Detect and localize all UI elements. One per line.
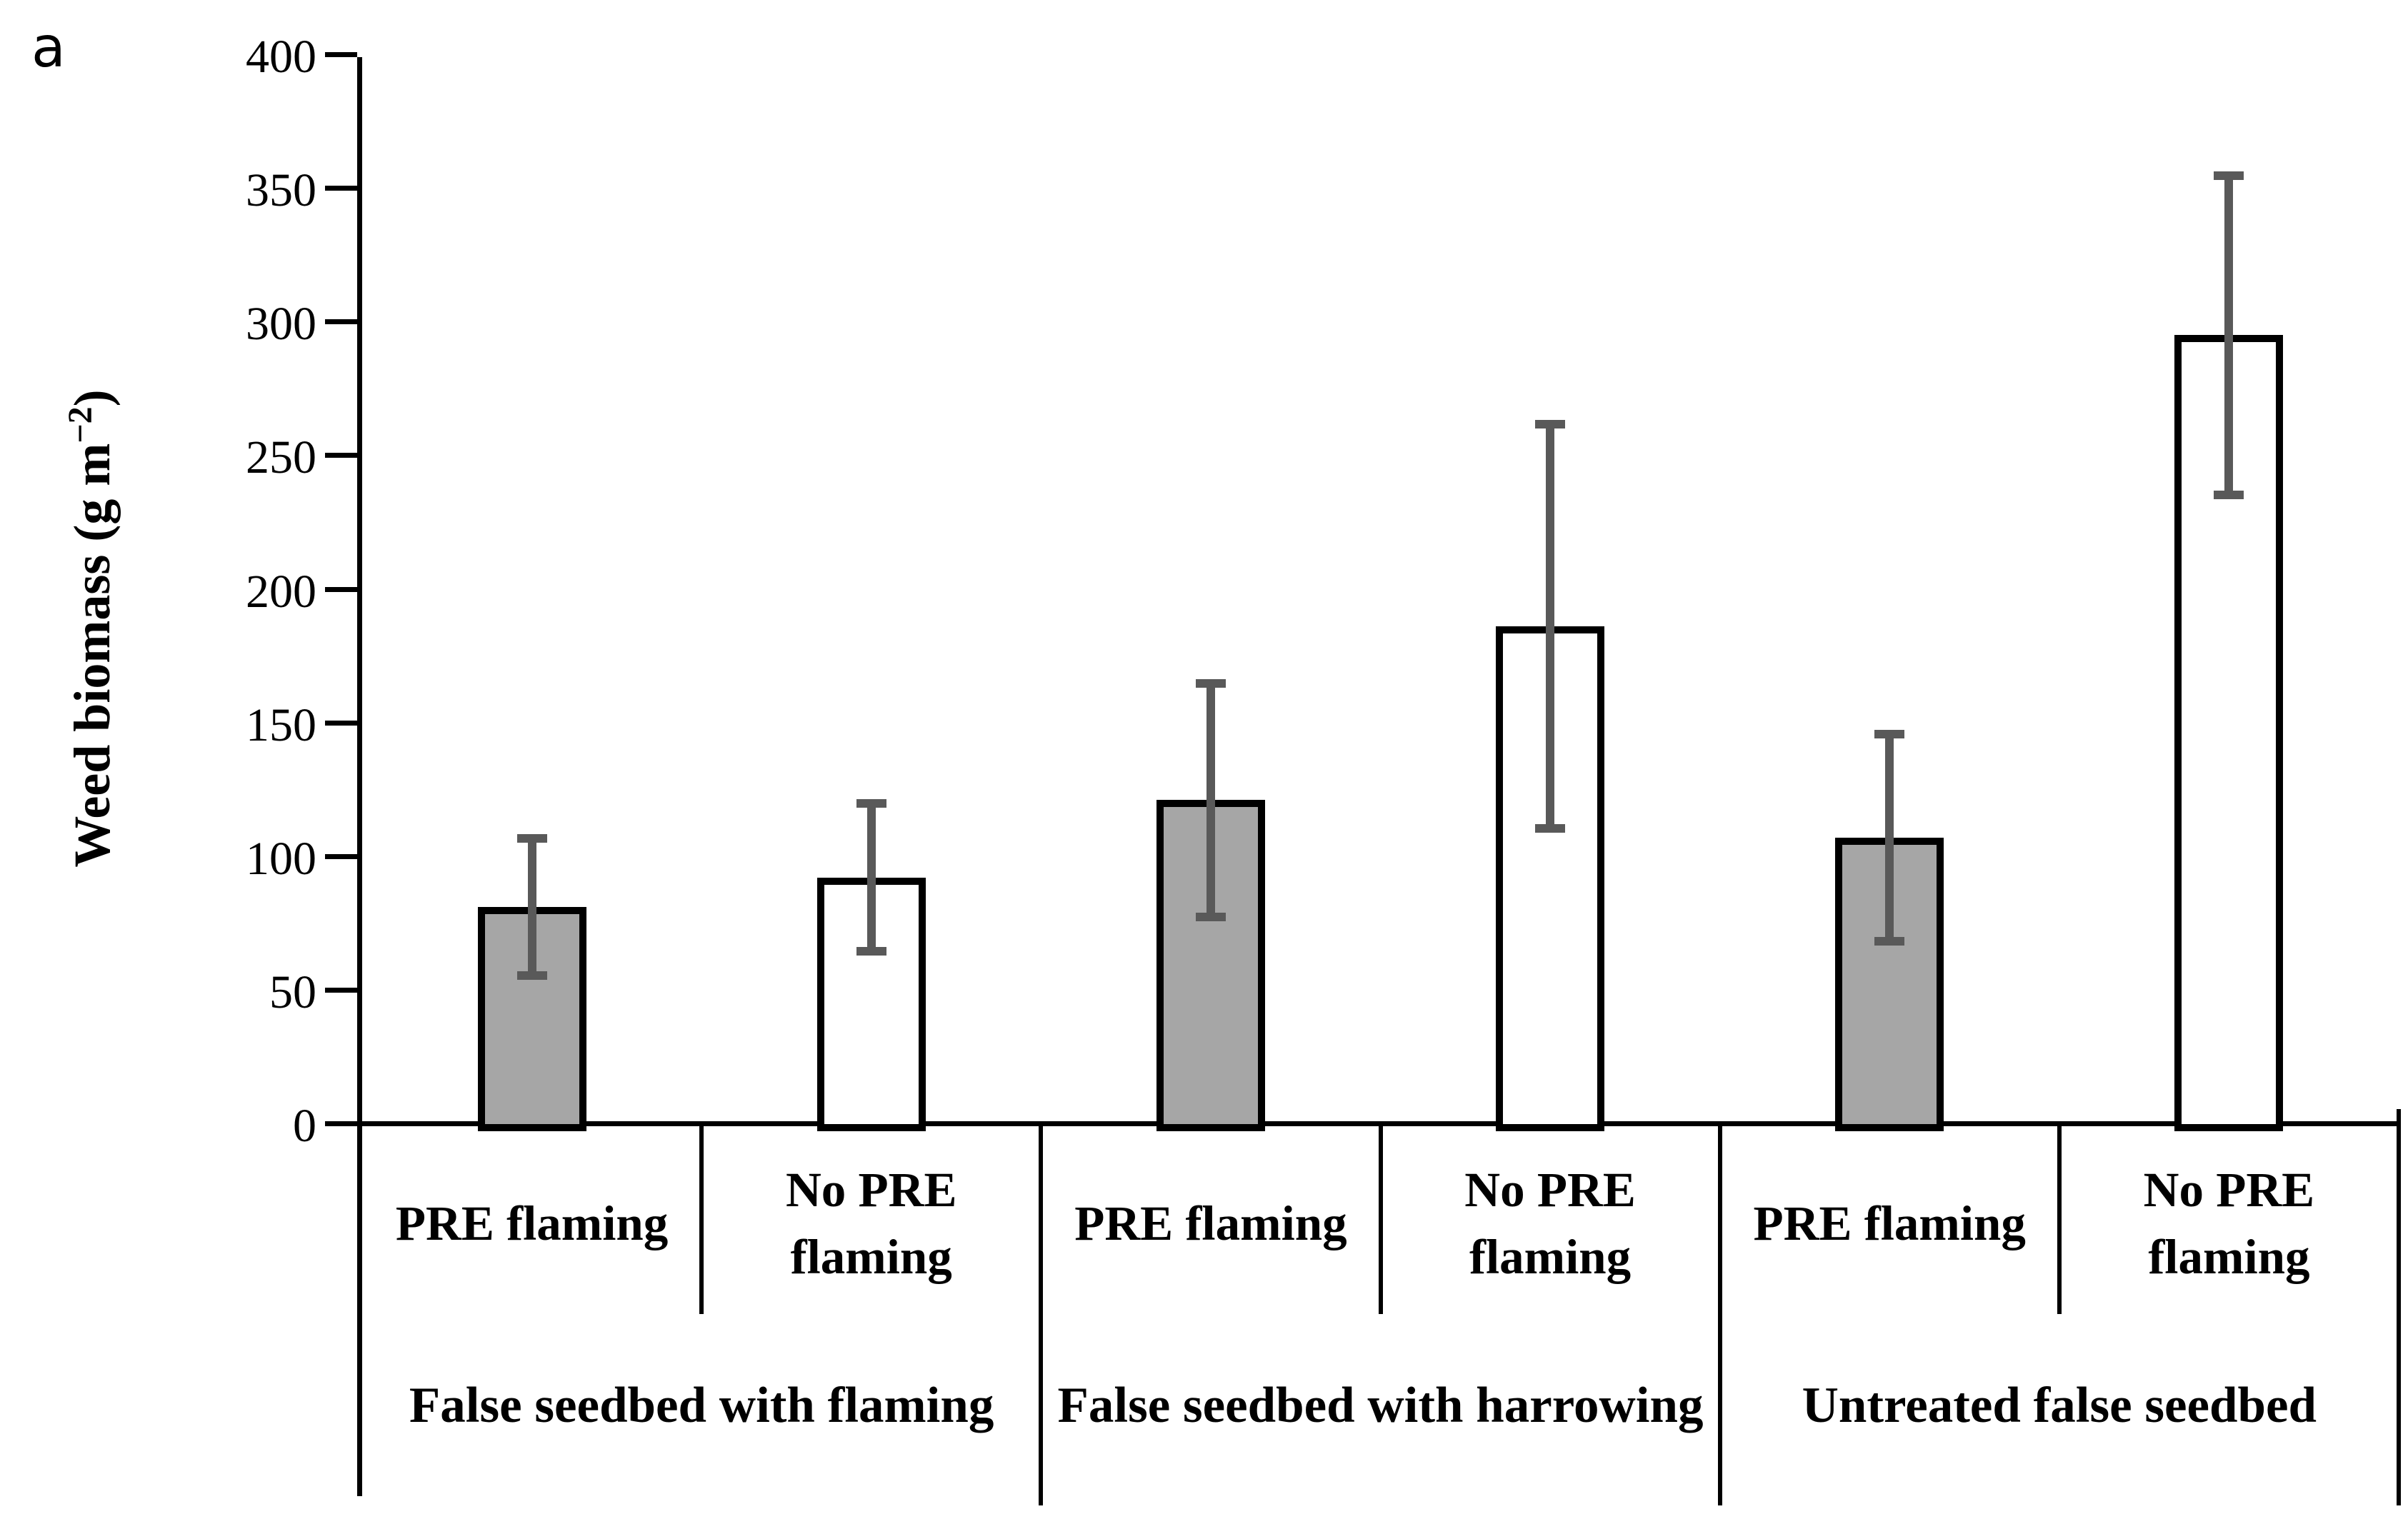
error-bar-line (1206, 680, 1215, 921)
treatment-separator (699, 1126, 704, 1314)
y-tick-mark (325, 186, 357, 191)
y-tick-mark (325, 319, 357, 325)
y-tick-label: 0 (293, 1100, 316, 1152)
x-tick-label-group: Untreated false seedbed (1802, 1378, 2317, 1434)
y-tick-mark (325, 987, 357, 993)
error-bar-line (1546, 420, 1555, 833)
x-tick-label-group: False seedbed with flaming (409, 1378, 994, 1434)
y-tick-label: 250 (246, 431, 316, 484)
x-tick-label-treatment: No PRE flaming (1464, 1163, 1636, 1284)
x-tick-label-treatment: No PRE flaming (785, 1163, 957, 1284)
x-tick-label-group: False seedbed with harrowing (1057, 1378, 1704, 1434)
y-tick-label: 350 (246, 164, 316, 217)
y-tick-label: 100 (246, 832, 316, 885)
bar-pre-flaming (1835, 837, 1944, 1131)
error-bar-line (866, 800, 876, 956)
y-tick-label: 50 (269, 966, 316, 1018)
error-bar-cap-top (516, 834, 547, 843)
error-bar-cap-top (2214, 171, 2244, 180)
y-axis-title: Weed biomass (g m−2) (61, 389, 122, 867)
treatment-separator (1378, 1126, 1383, 1314)
error-bar-cap-top (1535, 419, 1566, 428)
panel-letter: a (31, 16, 66, 80)
group-separator (2397, 1109, 2401, 1505)
y-axis-title-superscript: −2 (61, 406, 99, 443)
group-separator (1717, 1126, 1722, 1505)
group-separator (1039, 1126, 1044, 1505)
error-bar-cap-top (856, 799, 886, 808)
y-axis-line (357, 57, 362, 1496)
y-tick-mark (325, 853, 357, 859)
error-bar-cap-bottom (2214, 490, 2244, 499)
error-bar-cap-bottom (1195, 912, 1226, 921)
error-bar-line (2224, 171, 2234, 498)
error-bar-cap-bottom (1874, 936, 1905, 946)
error-bar-cap-bottom (856, 947, 886, 956)
y-tick-mark (325, 453, 357, 458)
y-tick-label: 150 (246, 698, 316, 751)
error-bar-line (1885, 731, 1894, 945)
error-bar-line (527, 835, 536, 980)
y-tick-mark (325, 720, 357, 726)
error-bar-cap-top (1874, 730, 1905, 739)
error-bar-cap-bottom (516, 971, 547, 981)
error-bar-cap-top (1195, 679, 1226, 688)
x-tick-label-treatment: No PRE flaming (2143, 1163, 2315, 1284)
y-tick-label: 200 (246, 565, 316, 618)
y-tick-mark (325, 586, 357, 592)
y-tick-mark (325, 52, 357, 57)
x-axis-line (325, 1121, 2399, 1126)
y-tick-label: 400 (246, 31, 316, 83)
bar-no-pre-flaming (1496, 626, 1605, 1131)
x-tick-label-treatment: PRE flaming (1074, 1195, 1347, 1250)
y-axis-title-text: Weed biomass (g m (64, 443, 121, 868)
error-bar-cap-bottom (1535, 824, 1566, 833)
y-axis-title-close: ) (64, 389, 121, 407)
x-tick-label-treatment: PRE flaming (1753, 1195, 2026, 1250)
treatment-separator (2057, 1126, 2062, 1314)
x-tick-label-treatment: PRE flaming (395, 1195, 669, 1250)
y-tick-label: 300 (246, 298, 316, 351)
